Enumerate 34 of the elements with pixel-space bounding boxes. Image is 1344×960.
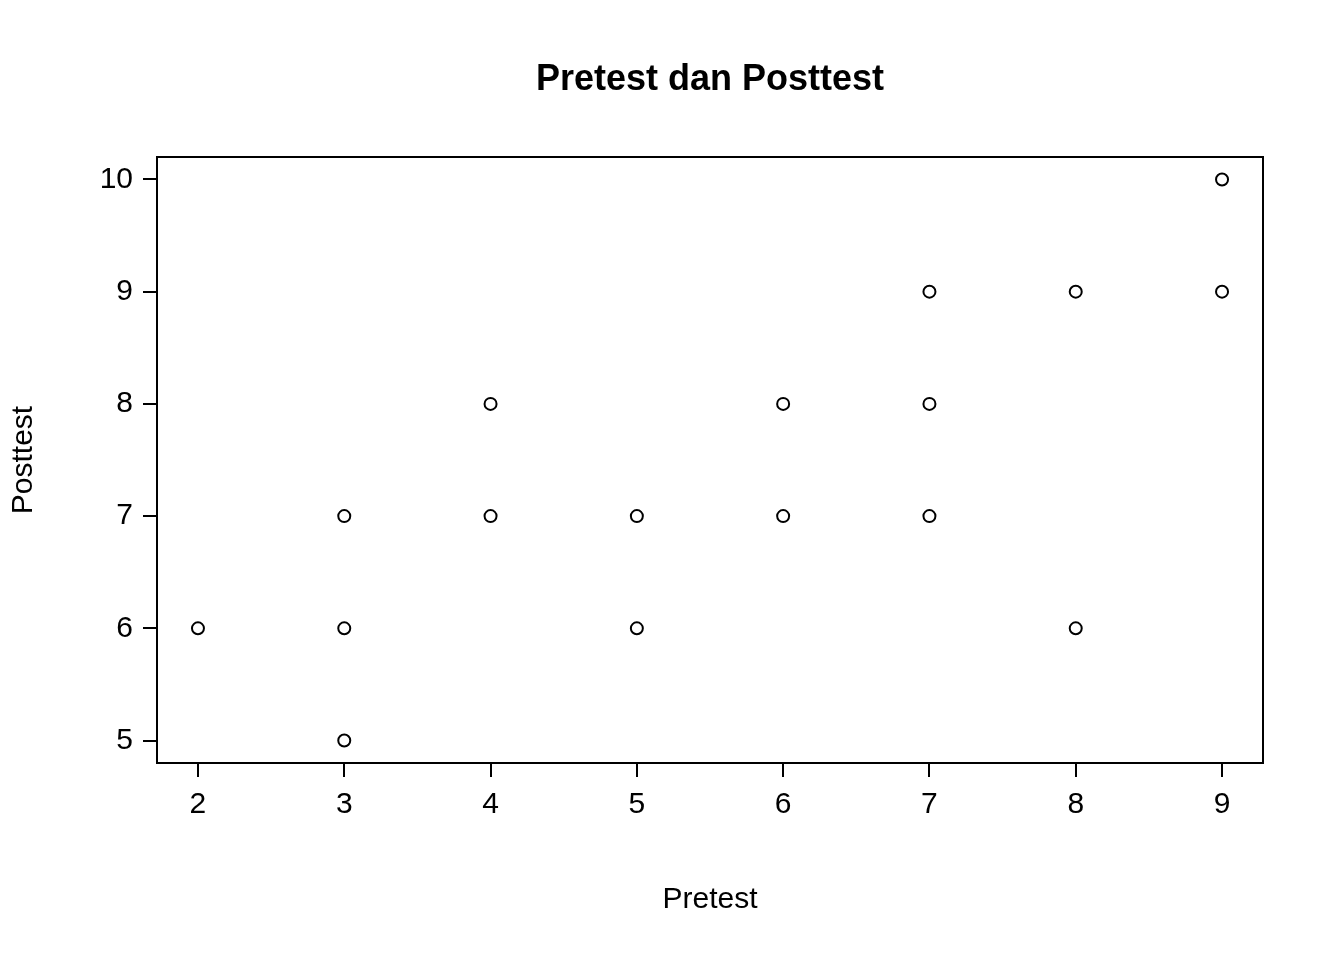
point (1215, 284, 1230, 299)
y-axis-title: Posttest (5, 405, 39, 515)
point (483, 396, 498, 411)
y-tick-label: 10 (99, 160, 133, 194)
point (337, 733, 352, 748)
point (629, 621, 644, 636)
point (629, 509, 644, 524)
point (776, 396, 791, 411)
point (1215, 172, 1230, 187)
y-tick-label: 7 (116, 497, 133, 531)
point (337, 621, 352, 636)
x-tick-label: 2 (189, 786, 207, 820)
x-tick-label: 3 (335, 786, 353, 820)
x-tick-label: 7 (921, 786, 938, 820)
y-tick-label: 5 (116, 721, 133, 755)
point (922, 284, 937, 299)
y-tick-label: 9 (116, 272, 133, 306)
point (1068, 284, 1083, 299)
x-tick-label: 5 (628, 786, 646, 820)
point (776, 509, 791, 524)
x-tick-label: 8 (1067, 786, 1085, 820)
point (1068, 621, 1083, 636)
point (922, 396, 937, 411)
chart-title: Pretest dan Posttest (535, 56, 885, 98)
y-tick-label: 6 (116, 609, 133, 643)
x-axis-title: Pretest (662, 881, 759, 915)
x-tick-label: 9 (1213, 786, 1231, 820)
point (922, 509, 937, 524)
x-tick-label: 4 (482, 786, 499, 820)
y-tick-label: 8 (116, 385, 133, 419)
point (337, 509, 352, 524)
point (190, 621, 205, 636)
x-tick-label: 6 (774, 786, 792, 820)
point (483, 509, 498, 524)
